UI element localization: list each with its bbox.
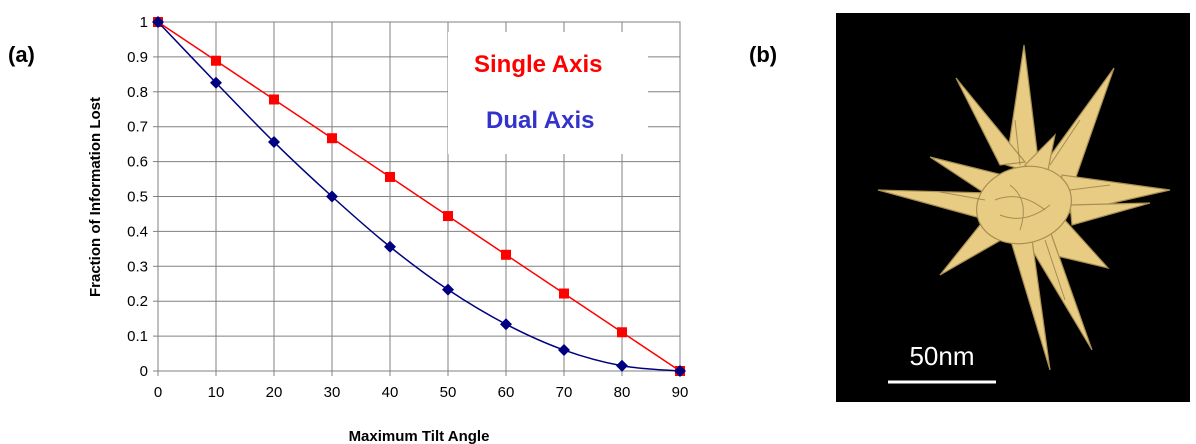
single-axis-point bbox=[269, 94, 279, 105]
dual-axis-point bbox=[558, 344, 570, 357]
dual-axis-point bbox=[210, 76, 222, 89]
y-tick-label: 0.5 bbox=[127, 189, 148, 206]
y-tick-label: 0.2 bbox=[127, 293, 148, 310]
scale-bar-label: 50nm bbox=[909, 341, 974, 371]
legend: Single Axis Dual Axis bbox=[448, 32, 648, 154]
series-line-1 bbox=[157, 21, 681, 372]
x-tick-label: 90 bbox=[672, 384, 689, 401]
dual-axis-point bbox=[384, 240, 396, 253]
series-line-0 bbox=[157, 21, 681, 372]
panel-label-b: (b) bbox=[749, 42, 777, 67]
x-tick-label: 30 bbox=[324, 384, 341, 401]
y-tick-label: 0.1 bbox=[127, 328, 148, 345]
x-tick-label: 40 bbox=[382, 384, 399, 401]
y-tick-label: 1 bbox=[140, 14, 148, 31]
single-axis-point bbox=[211, 55, 221, 66]
legend-box bbox=[448, 32, 648, 154]
panel-label-a: (a) bbox=[8, 42, 35, 67]
dual-axis-point bbox=[674, 365, 686, 377]
y-tick-label: 0.6 bbox=[127, 154, 148, 171]
particle-image-panel: 50nm bbox=[836, 13, 1190, 402]
y-tick-label: 0.4 bbox=[127, 223, 148, 240]
x-tick-label: 20 bbox=[266, 384, 283, 401]
dual-axis-point bbox=[152, 16, 164, 28]
single-axis-point bbox=[617, 327, 627, 338]
dual-axis-point bbox=[442, 283, 454, 296]
x-tick-labels: 0 10 20 30 40 50 60 70 80 90 bbox=[154, 384, 689, 401]
single-axis-point bbox=[385, 171, 395, 182]
dual-axis-point bbox=[326, 190, 338, 203]
x-tick-label: 50 bbox=[440, 384, 457, 401]
y-tick-label: 0.9 bbox=[127, 49, 148, 66]
single-axis-point bbox=[559, 288, 569, 299]
legend-single-axis: Single Axis bbox=[474, 51, 602, 78]
y-axis-title: Fraction of Information Lost bbox=[87, 97, 104, 297]
x-tick-label: 60 bbox=[498, 384, 515, 401]
dual-axis-point bbox=[268, 136, 280, 149]
dual-axis-point bbox=[500, 318, 512, 331]
single-axis-point bbox=[327, 133, 337, 144]
grid-lines bbox=[153, 21, 681, 376]
x-tick-label: 80 bbox=[614, 384, 631, 401]
y-tick-label: 0.7 bbox=[127, 119, 148, 136]
particle-shading bbox=[939, 119, 1111, 301]
single-axis-point bbox=[443, 211, 453, 222]
x-tick-label: 70 bbox=[556, 384, 573, 401]
x-tick-label: 10 bbox=[208, 384, 225, 401]
single-axis-point bbox=[501, 249, 511, 260]
legend-dual-axis: Dual Axis bbox=[486, 107, 594, 134]
y-tick-label: 0.8 bbox=[127, 84, 148, 101]
x-axis-title: Maximum Tilt Angle bbox=[349, 428, 490, 444]
nanoparticle-rendering bbox=[877, 44, 1171, 371]
y-tick-labels: 0 0.1 0.2 0.3 0.4 0.5 0.6 0.7 0.8 0.9 1 bbox=[127, 14, 148, 380]
dual-axis-point bbox=[616, 359, 628, 372]
y-tick-label: 0 bbox=[140, 363, 148, 380]
series-layer bbox=[152, 16, 686, 377]
y-tick-label: 0.3 bbox=[127, 258, 148, 275]
x-tick-label: 0 bbox=[154, 384, 162, 401]
